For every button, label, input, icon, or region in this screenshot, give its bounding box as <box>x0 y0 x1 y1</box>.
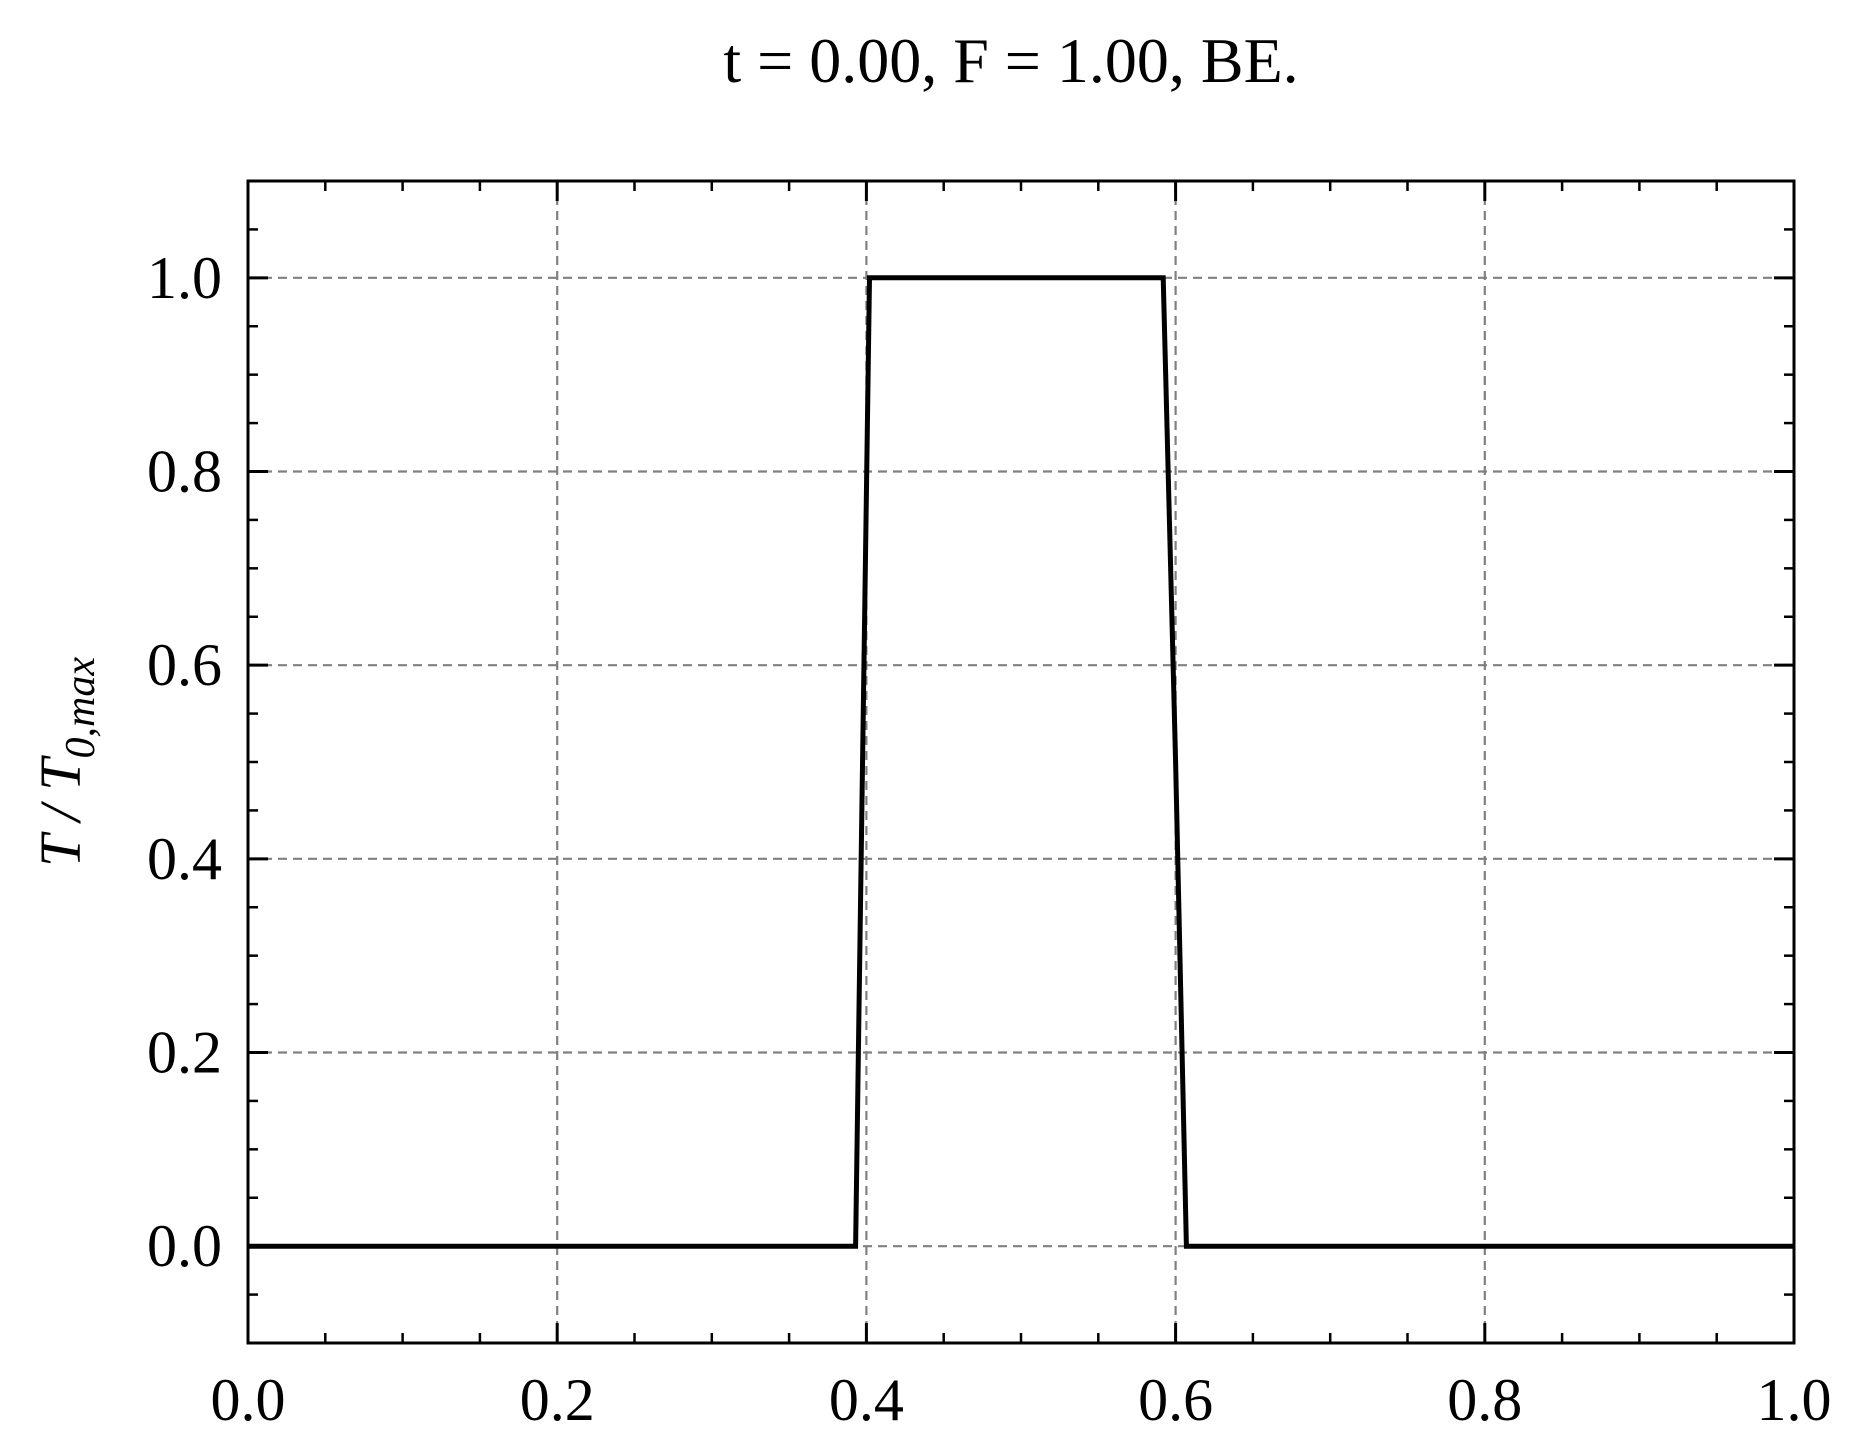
plot-frame <box>246 179 1796 1345</box>
x-tick-label: 0.0 <box>211 1367 286 1433</box>
y-tick-label: 0.8 <box>147 439 222 505</box>
series-layer <box>248 275 1794 1249</box>
tick-labels: 0.0 0.2 0.4 0.6 0.8 1.0 0.0 0.2 0.4 0.6 0.8 1.0 <box>147 245 1832 1433</box>
y-tick-label: 1.0 <box>147 245 222 311</box>
ticks <box>246 179 1796 1345</box>
grid <box>248 181 1794 1343</box>
x-tick-label: 1.0 <box>1757 1367 1832 1433</box>
x-tick-label: 0.4 <box>829 1367 904 1433</box>
y-tick-label: 0.0 <box>147 1213 222 1279</box>
series-line <box>248 275 1794 1249</box>
x-tick-label: 0.8 <box>1447 1367 1522 1433</box>
y-tick-label: 0.6 <box>147 632 222 698</box>
y-axis-label: T / T0,max <box>28 657 104 867</box>
y-tick-label: 0.4 <box>147 826 222 892</box>
x-tick-label: 0.6 <box>1138 1367 1213 1433</box>
y-tick-label: 0.2 <box>147 1020 222 1086</box>
chart-title: t = 0.00, F = 1.00, BE. <box>723 25 1298 96</box>
x-tick-label: 0.2 <box>520 1367 595 1433</box>
